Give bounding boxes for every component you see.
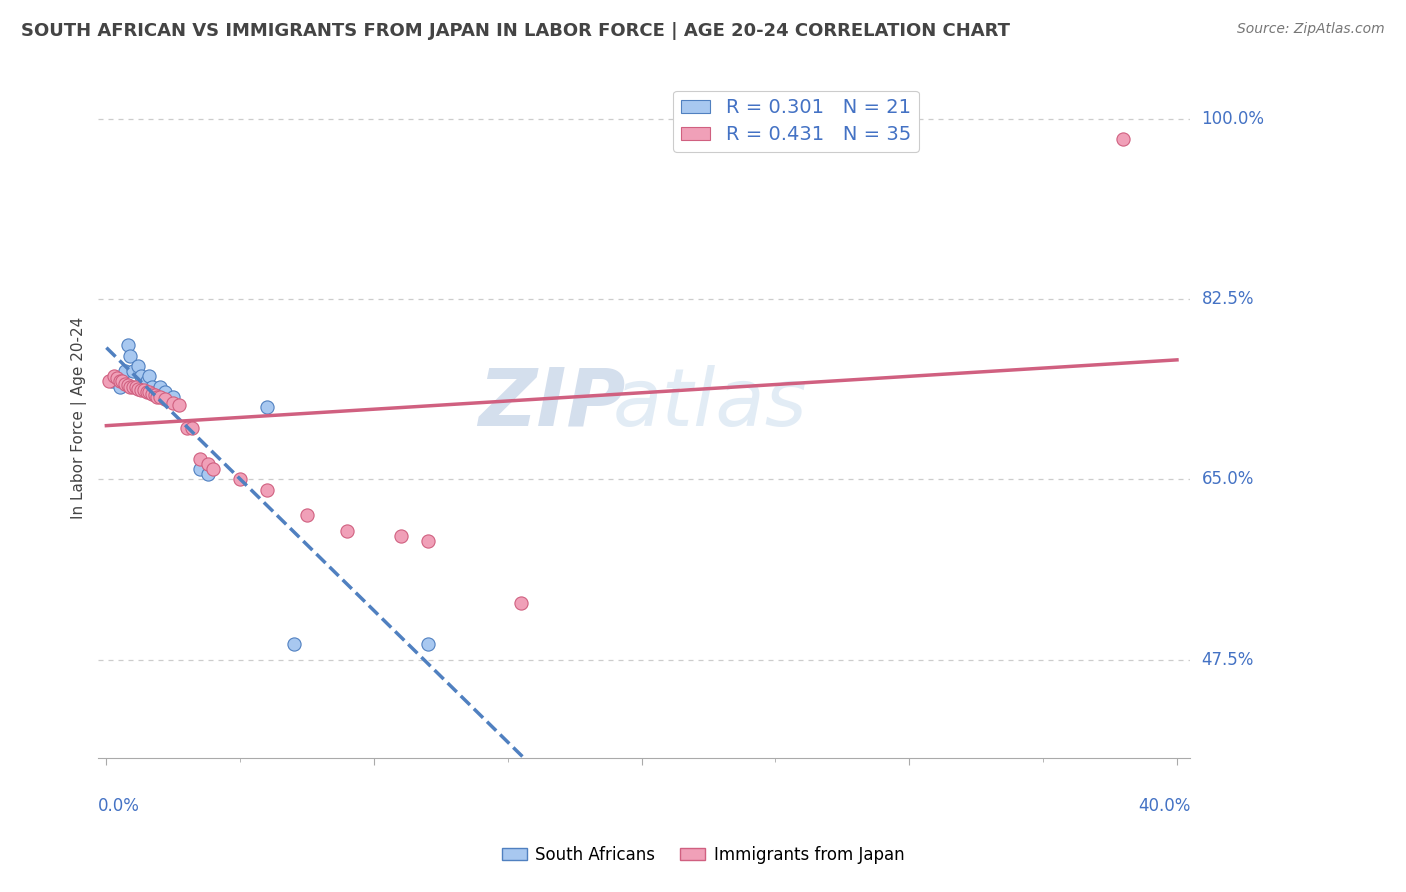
Point	[108, 375, 131, 389]
Point	[202, 462, 225, 476]
Point	[132, 383, 155, 397]
Point	[135, 384, 157, 399]
Legend: R = 0.301   N = 21, R = 0.431   N = 35: R = 0.301 N = 21, R = 0.431 N = 35	[673, 91, 918, 152]
Text: 47.5%: 47.5%	[1202, 651, 1254, 669]
Point	[129, 383, 152, 397]
Point	[98, 375, 121, 389]
Point	[117, 377, 139, 392]
Point	[197, 467, 219, 482]
Point	[188, 451, 211, 466]
Point	[125, 379, 148, 393]
Point	[103, 369, 125, 384]
Point	[141, 387, 163, 401]
Point	[149, 390, 172, 404]
Point	[143, 388, 166, 402]
Point	[117, 338, 139, 352]
Point	[336, 524, 359, 538]
Point	[120, 379, 142, 393]
Point	[111, 375, 134, 389]
Text: 100.0%: 100.0%	[1202, 110, 1264, 128]
Point	[188, 462, 211, 476]
Text: Source: ZipAtlas.com: Source: ZipAtlas.com	[1237, 22, 1385, 37]
Point	[128, 359, 150, 373]
Point	[114, 376, 136, 391]
Text: 0.0%: 0.0%	[98, 797, 141, 814]
Point	[510, 596, 533, 610]
Point	[181, 421, 204, 435]
Point	[138, 384, 160, 399]
Point	[146, 390, 169, 404]
Point	[100, 375, 122, 389]
Point	[167, 398, 190, 412]
Point	[155, 384, 177, 399]
Point	[416, 534, 439, 549]
Point	[176, 421, 198, 435]
Point	[256, 401, 278, 415]
Point	[1112, 132, 1135, 146]
Point	[114, 364, 136, 378]
Point	[149, 379, 172, 393]
Point	[122, 379, 145, 393]
Text: 65.0%: 65.0%	[1202, 470, 1254, 489]
Text: ZIP: ZIP	[478, 365, 626, 443]
Point	[295, 508, 318, 523]
Text: SOUTH AFRICAN VS IMMIGRANTS FROM JAPAN IN LABOR FORCE | AGE 20-24 CORRELATION CH: SOUTH AFRICAN VS IMMIGRANTS FROM JAPAN I…	[21, 22, 1010, 40]
Point	[256, 483, 278, 497]
Point	[105, 371, 128, 385]
Text: 40.0%: 40.0%	[1137, 797, 1191, 814]
Point	[122, 364, 145, 378]
Point	[155, 392, 177, 406]
Point	[105, 375, 128, 389]
Text: 82.5%: 82.5%	[1202, 290, 1254, 308]
Point	[416, 637, 439, 651]
Point	[138, 369, 160, 384]
Point	[120, 349, 142, 363]
Legend: South Africans, Immigrants from Japan: South Africans, Immigrants from Japan	[495, 839, 911, 871]
Point	[141, 379, 163, 393]
Point	[229, 472, 252, 486]
Point	[129, 369, 152, 384]
Point	[135, 375, 157, 389]
Point	[283, 637, 305, 651]
Point	[197, 457, 219, 471]
Point	[108, 379, 131, 393]
Y-axis label: In Labor Force | Age 20-24: In Labor Force | Age 20-24	[72, 317, 87, 518]
Point	[128, 382, 150, 396]
Point	[162, 396, 184, 410]
Point	[146, 384, 169, 399]
Point	[389, 529, 412, 543]
Point	[162, 390, 184, 404]
Text: atlas: atlas	[613, 365, 807, 443]
